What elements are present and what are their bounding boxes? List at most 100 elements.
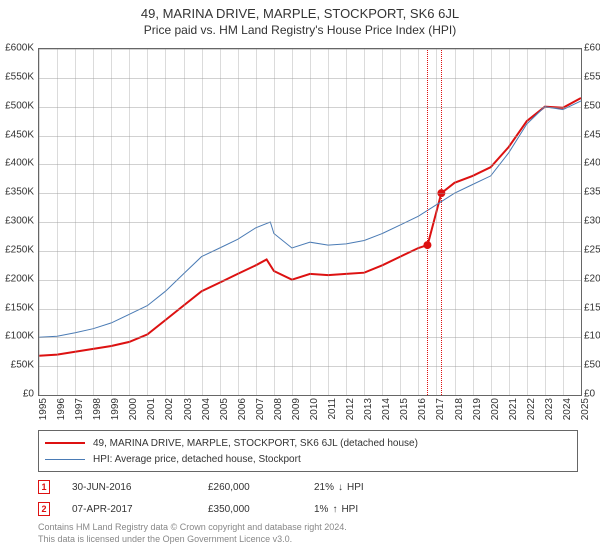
- y-tick-label: £200K: [5, 273, 34, 284]
- y-tick-label: £600K: [584, 43, 600, 54]
- x-tick-label: 2013: [363, 398, 374, 420]
- y-tick-label: £400K: [5, 158, 34, 169]
- footer: Contains HM Land Registry data © Crown c…: [38, 522, 564, 545]
- x-tick-label: 2005: [219, 398, 230, 420]
- sale-row-tag: 1: [38, 480, 50, 494]
- y-tick-label: £50K: [584, 360, 600, 371]
- gridline-v: [509, 49, 510, 395]
- plot-area: 12: [38, 48, 582, 396]
- sale-hpi-label: HPI: [347, 482, 364, 493]
- footer-line-2: This data is licensed under the Open Gov…: [38, 534, 564, 546]
- gridline-v: [147, 49, 148, 395]
- gridline-v: [581, 49, 582, 395]
- chart-container: 49, MARINA DRIVE, MARPLE, STOCKPORT, SK6…: [0, 0, 600, 560]
- gridline-v: [93, 49, 94, 395]
- gridline-v: [310, 49, 311, 395]
- x-tick-label: 2024: [562, 398, 573, 420]
- y-axis-labels: £0£50K£100K£150K£200K£250K£300K£350K£400…: [0, 48, 36, 394]
- gridline-v: [202, 49, 203, 395]
- x-tick-label: 2000: [128, 398, 139, 420]
- x-tick-label: 2012: [345, 398, 356, 420]
- x-tick-label: 2019: [472, 398, 483, 420]
- x-tick-label: 2007: [255, 398, 266, 420]
- sale-marker-line: [441, 48, 442, 395]
- x-tick-label: 2017: [435, 398, 446, 420]
- gridline-v: [165, 49, 166, 395]
- sale-row-tag: 2: [38, 502, 50, 516]
- gridline-v: [346, 49, 347, 395]
- arrow-up-icon: ↑: [332, 504, 337, 515]
- chart-subtitle: Price paid vs. HM Land Registry's House …: [0, 23, 600, 37]
- gridline-v: [563, 49, 564, 395]
- y-tick-label: £150K: [584, 302, 600, 313]
- x-tick-label: 2003: [183, 398, 194, 420]
- y-tick-label: £250K: [584, 244, 600, 255]
- legend-label: HPI: Average price, detached house, Stoc…: [93, 454, 301, 465]
- gridline-v: [75, 49, 76, 395]
- title-block: 49, MARINA DRIVE, MARPLE, STOCKPORT, SK6…: [0, 0, 600, 37]
- x-tick-label: 2002: [164, 398, 175, 420]
- y-tick-label: £100K: [584, 331, 600, 342]
- sale-hpi-pct: 21%: [314, 482, 334, 493]
- y-tick-label: £400K: [584, 158, 600, 169]
- y-axis-labels-right: £0£50K£100K£150K£200K£250K£300K£350K£400…: [582, 48, 600, 394]
- sale-price: £260,000: [208, 482, 314, 493]
- legend-label: 49, MARINA DRIVE, MARPLE, STOCKPORT, SK6…: [93, 438, 418, 449]
- x-tick-label: 1997: [74, 398, 85, 420]
- y-tick-label: £550K: [584, 71, 600, 82]
- sale-row: 1 30-JUN-2016£260,00021%↓HPI: [38, 478, 564, 496]
- y-tick-label: £450K: [5, 129, 34, 140]
- sale-hpi-pct: 1%: [314, 504, 328, 515]
- gridline-v: [238, 49, 239, 395]
- sales-block: 1 30-JUN-2016£260,00021%↓HPI 2 07-APR-2017£…: [38, 474, 564, 518]
- x-tick-label: 1996: [56, 398, 67, 420]
- gridline-v: [400, 49, 401, 395]
- y-tick-label: £500K: [584, 100, 600, 111]
- y-tick-label: £450K: [584, 129, 600, 140]
- sale-date: 07-APR-2017: [72, 504, 208, 515]
- x-tick-label: 2025: [580, 398, 591, 420]
- sale-row: 2 07-APR-2017£350,0001% ↑ HPI: [38, 500, 564, 518]
- gridline-v: [418, 49, 419, 395]
- x-tick-label: 2010: [309, 398, 320, 420]
- x-tick-label: 2009: [291, 398, 302, 420]
- gridline-v: [184, 49, 185, 395]
- x-tick-label: 1999: [110, 398, 121, 420]
- y-tick-label: £500K: [5, 100, 34, 111]
- x-tick-label: 2016: [417, 398, 428, 420]
- gridline-v: [527, 49, 528, 395]
- x-tick-label: 2020: [490, 398, 501, 420]
- gridline-v: [436, 49, 437, 395]
- gridline-v: [545, 49, 546, 395]
- x-tick-label: 2001: [146, 398, 157, 420]
- y-tick-label: £100K: [5, 331, 34, 342]
- gridline-v: [129, 49, 130, 395]
- legend-row: 49, MARINA DRIVE, MARPLE, STOCKPORT, SK6…: [45, 435, 571, 451]
- sale-hpi: 1% ↑ HPI: [314, 504, 424, 515]
- y-tick-label: £150K: [5, 302, 34, 313]
- gridline-v: [382, 49, 383, 395]
- gridline-v: [57, 49, 58, 395]
- x-tick-label: 2021: [508, 398, 519, 420]
- y-tick-label: £200K: [584, 273, 600, 284]
- gridline-v: [39, 49, 40, 395]
- gridline-v: [111, 49, 112, 395]
- gridline-v: [473, 49, 474, 395]
- x-tick-label: 2014: [381, 398, 392, 420]
- sale-hpi-label: HPI: [341, 504, 358, 515]
- legend-row: HPI: Average price, detached house, Stoc…: [45, 451, 571, 467]
- x-tick-label: 2006: [237, 398, 248, 420]
- chart-title: 49, MARINA DRIVE, MARPLE, STOCKPORT, SK6…: [0, 6, 600, 21]
- sale-price: £350,000: [208, 504, 314, 515]
- y-tick-label: £250K: [5, 244, 34, 255]
- sale-date: 30-JUN-2016: [72, 482, 208, 493]
- sale-hpi: 21%↓HPI: [314, 482, 424, 493]
- y-tick-label: £350K: [5, 187, 34, 198]
- x-tick-label: 2022: [526, 398, 537, 420]
- x-tick-label: 2015: [399, 398, 410, 420]
- x-tick-label: 2018: [454, 398, 465, 420]
- y-tick-label: £50K: [11, 360, 34, 371]
- y-tick-label: £350K: [584, 187, 600, 198]
- sale-marker-tag: 2: [443, 48, 455, 49]
- gridline-v: [256, 49, 257, 395]
